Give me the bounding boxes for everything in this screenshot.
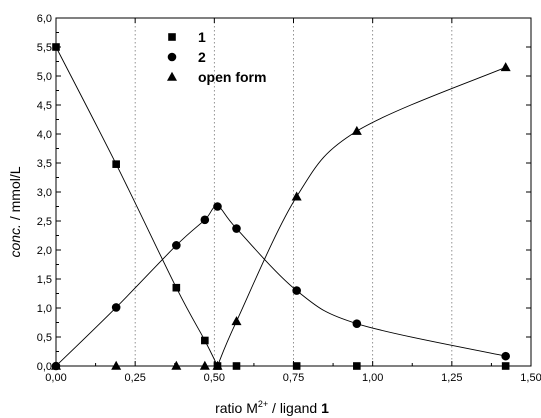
- y-title-italic: conc.: [7, 224, 23, 257]
- data-point-series-2: [292, 286, 301, 295]
- x-tick-label: 1,25: [441, 372, 462, 384]
- x-title-superscript: 2+: [258, 399, 268, 409]
- y-tick-label: 6,0: [37, 13, 52, 25]
- y-tick-label: 5,0: [37, 71, 52, 83]
- data-point-series-1: [52, 43, 60, 51]
- data-point-series-2: [200, 215, 210, 225]
- y-tick-label: 3,0: [37, 187, 52, 199]
- data-point-series-1: [201, 336, 209, 345]
- data-point-series-1: [172, 283, 181, 292]
- data-point-series-2: [111, 303, 121, 312]
- data-point-series-3: [351, 125, 362, 135]
- data-point-series-2: [501, 351, 510, 361]
- x-title-middle: / ligand: [268, 400, 321, 416]
- data-point-series-3: [111, 360, 122, 370]
- y-tick-label: 2,0: [37, 245, 52, 257]
- y-tick-label: 5,5: [37, 42, 52, 54]
- data-markers: [51, 43, 511, 371]
- curve-series-1: [55, 46, 218, 367]
- y-tick-label: 4,5: [37, 100, 52, 112]
- data-point-series-3: [199, 360, 210, 370]
- data-point-series-2: [352, 319, 362, 328]
- data-point-series-2: [232, 224, 241, 233]
- legend-marker-series-3: [167, 71, 177, 81]
- legend-marker-series-1: [168, 33, 176, 41]
- legend-label-series-2: 2: [198, 49, 206, 65]
- legend-marker-series-2: [167, 52, 177, 62]
- x-title-ligand-number: 1: [321, 400, 329, 416]
- data-point-series-1: [292, 362, 301, 370]
- data-point-series-1: [112, 160, 120, 168]
- x-tick-label: 1,00: [362, 372, 383, 384]
- x-tick-label: 0,25: [124, 372, 145, 384]
- y-tick-label: 1,0: [37, 303, 52, 315]
- y-tick-label: 4,0: [37, 129, 52, 141]
- curve-series-2: [55, 205, 506, 367]
- y-tick-label: 3,5: [37, 158, 52, 170]
- curve-series-3: [217, 66, 506, 367]
- data-point-series-3: [171, 360, 182, 370]
- data-point-series-3: [500, 62, 511, 72]
- x-tick-label: 0,50: [204, 372, 225, 384]
- legend: 1 2 open form: [167, 29, 266, 85]
- x-tick-label: 1,50: [520, 372, 541, 384]
- y-axis-title: conc. / mmol/L: [7, 166, 23, 257]
- grid-lines: [134, 18, 453, 366]
- data-point-series-1: [232, 362, 241, 370]
- y-tick-label: 2,5: [37, 216, 52, 228]
- axes: 0,00 0,25 0,50 0,75 1,00 1,25 1,50 0,0 0,5 1,0 1,5…: [37, 13, 541, 384]
- data-point-series-3: [51, 360, 61, 370]
- x-title-prefix: ratio M: [215, 400, 258, 416]
- data-point-series-3: [212, 360, 223, 370]
- y-tick-label: 0,5: [37, 332, 52, 344]
- x-tick-label: 0,75: [283, 372, 304, 384]
- data-point-series-2: [213, 202, 222, 211]
- y-title-rest: / mmol/L: [7, 166, 23, 224]
- y-tick-label: 0,0: [37, 361, 52, 373]
- fit-curves: [55, 46, 506, 367]
- data-point-series-3: [291, 191, 302, 201]
- legend-label-series-1: 1: [198, 29, 206, 45]
- x-tick-label: 0,00: [45, 372, 66, 384]
- data-point-series-1: [501, 362, 510, 370]
- x-axis-title: ratio M2+ / ligand 1: [215, 399, 329, 416]
- legend-label-series-3: open form: [198, 69, 266, 85]
- data-point-series-2: [172, 241, 181, 250]
- data-point-series-1: [353, 362, 361, 370]
- y-tick-label: 1,5: [37, 274, 52, 286]
- data-point-series-3: [231, 316, 242, 326]
